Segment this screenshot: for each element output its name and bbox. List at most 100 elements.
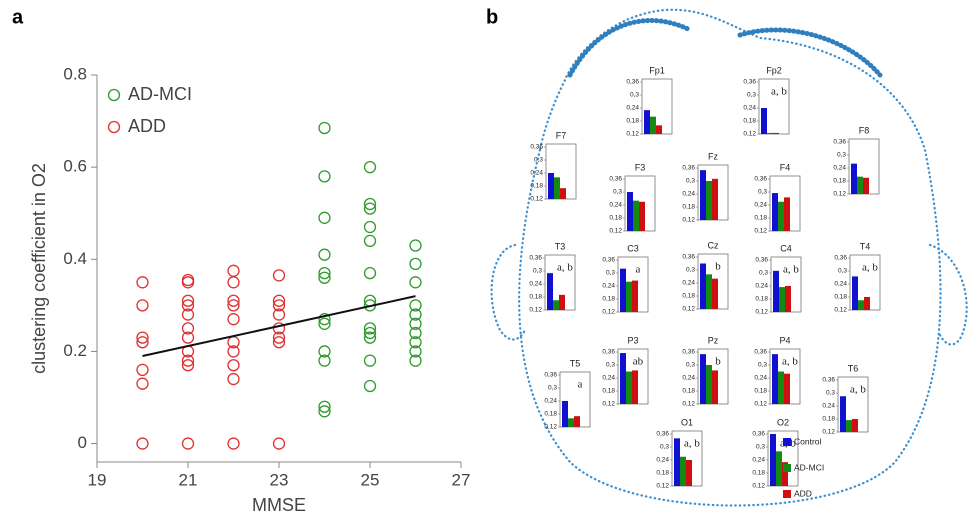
y-tick-label: 0,3	[837, 152, 846, 159]
bar	[627, 192, 633, 231]
y-tick-label: 0,12	[833, 191, 846, 198]
y-tick-label: 0,18	[529, 294, 542, 301]
data-point	[409, 299, 422, 312]
bar	[554, 177, 560, 199]
data-point	[318, 211, 331, 224]
legend-label: ADD	[128, 116, 166, 136]
bar	[712, 370, 718, 404]
y-tick-label: 0,18	[755, 296, 768, 303]
y-tick-label: 0,36	[544, 372, 557, 379]
y-tick-label: 0,24	[743, 105, 756, 112]
y-tick-label: 0,3	[548, 385, 557, 392]
y-tick-label: 0,12	[822, 429, 835, 436]
panel-title: F7	[556, 130, 567, 140]
data-point	[318, 121, 331, 135]
bar	[633, 200, 639, 231]
bar	[560, 188, 566, 199]
data-point	[136, 437, 149, 450]
y-tick-label: 0,3	[613, 189, 622, 196]
y-tick-label: 0,36	[530, 144, 543, 151]
panel-title: T6	[848, 363, 859, 373]
data-point	[136, 299, 149, 312]
y-tick-label: 0,24	[602, 283, 615, 290]
bar	[547, 273, 553, 310]
y-tick-label: 0,3	[630, 92, 639, 99]
data-point	[227, 264, 240, 277]
data-point	[181, 354, 195, 367]
panel-label: a	[12, 6, 24, 28]
y-tick-label: 0,18	[626, 118, 639, 125]
y-tick-label: 0,3	[606, 362, 615, 369]
bar	[626, 371, 632, 404]
y-tick-label: 0,24	[834, 281, 847, 288]
y-tick-label: 0,18	[682, 388, 695, 395]
bar	[712, 178, 718, 220]
y-tick-label: 0,36	[754, 349, 767, 356]
y-tick-label: 0,12	[544, 424, 557, 431]
data-point	[318, 170, 331, 183]
bar	[778, 201, 784, 231]
data-point	[318, 400, 331, 413]
bar	[772, 354, 778, 404]
y-tick-label: 0,24	[609, 202, 622, 209]
y-tick-label: 0,24	[544, 398, 557, 405]
bar	[784, 373, 790, 404]
panel-title: F4	[780, 162, 791, 172]
data-point	[181, 331, 195, 344]
y-tick-label: 0,18	[609, 215, 622, 222]
head-outline	[490, 8, 968, 507]
y-tick-label: 0,24	[626, 105, 639, 112]
significance-label: a, b	[771, 86, 787, 98]
panel-title: Fp2	[766, 65, 782, 75]
y-tick-label: 0,18	[656, 470, 669, 477]
data-point	[227, 345, 240, 358]
y-tick-label: 0,24	[755, 283, 768, 290]
bar	[644, 110, 650, 134]
panel-title: T5	[570, 358, 581, 368]
bar	[548, 173, 554, 199]
data-point	[363, 266, 377, 280]
data-point	[363, 220, 377, 234]
legend-label: AD-MCI	[794, 462, 824, 472]
data-point	[227, 276, 240, 289]
y-tick-label: 0,18	[602, 296, 615, 303]
y-tick-label: 0,36	[834, 255, 847, 262]
bar	[779, 287, 785, 312]
bar	[706, 365, 712, 404]
data-point	[272, 299, 286, 312]
data-point	[227, 299, 240, 312]
bar	[858, 300, 864, 310]
y-tick-label: 0,3	[826, 390, 835, 397]
data-point	[318, 271, 331, 284]
data-point	[409, 239, 422, 252]
y-tick-label: 0,18	[602, 388, 615, 395]
y-tick-label: 0,3	[756, 444, 765, 451]
y-tick-label: 0,12	[609, 228, 622, 235]
bar	[773, 132, 779, 134]
data-point	[409, 276, 422, 289]
x-tick-label: 19	[88, 470, 107, 489]
panel-title: Pz	[708, 335, 719, 345]
y-tick-label: 0,18	[682, 204, 695, 211]
data-point	[227, 372, 240, 386]
panel-title: P4	[779, 335, 790, 345]
data-point	[363, 331, 377, 344]
legend-label: Control	[794, 436, 822, 446]
y-axis-label: clustering coefficient in O2	[29, 163, 49, 374]
y-tick-label: 0,36	[682, 165, 695, 172]
y-tick-label: 0,12	[682, 306, 695, 313]
y-tick-label: 0,24	[529, 281, 542, 288]
bar	[864, 297, 870, 310]
panel-title: T3	[555, 241, 566, 251]
y-tick-label: 0,18	[833, 178, 846, 185]
bar	[574, 416, 580, 427]
y-tick-label: 0,12	[834, 307, 847, 314]
panel-title: Fz	[708, 151, 718, 161]
y-tick-label: 0,3	[759, 270, 768, 277]
bar	[559, 294, 565, 310]
y-tick-label: 0,18	[752, 470, 765, 477]
panel-title: T4	[860, 241, 871, 251]
data-point	[363, 234, 377, 248]
y-tick-label: 0,12	[755, 309, 768, 316]
